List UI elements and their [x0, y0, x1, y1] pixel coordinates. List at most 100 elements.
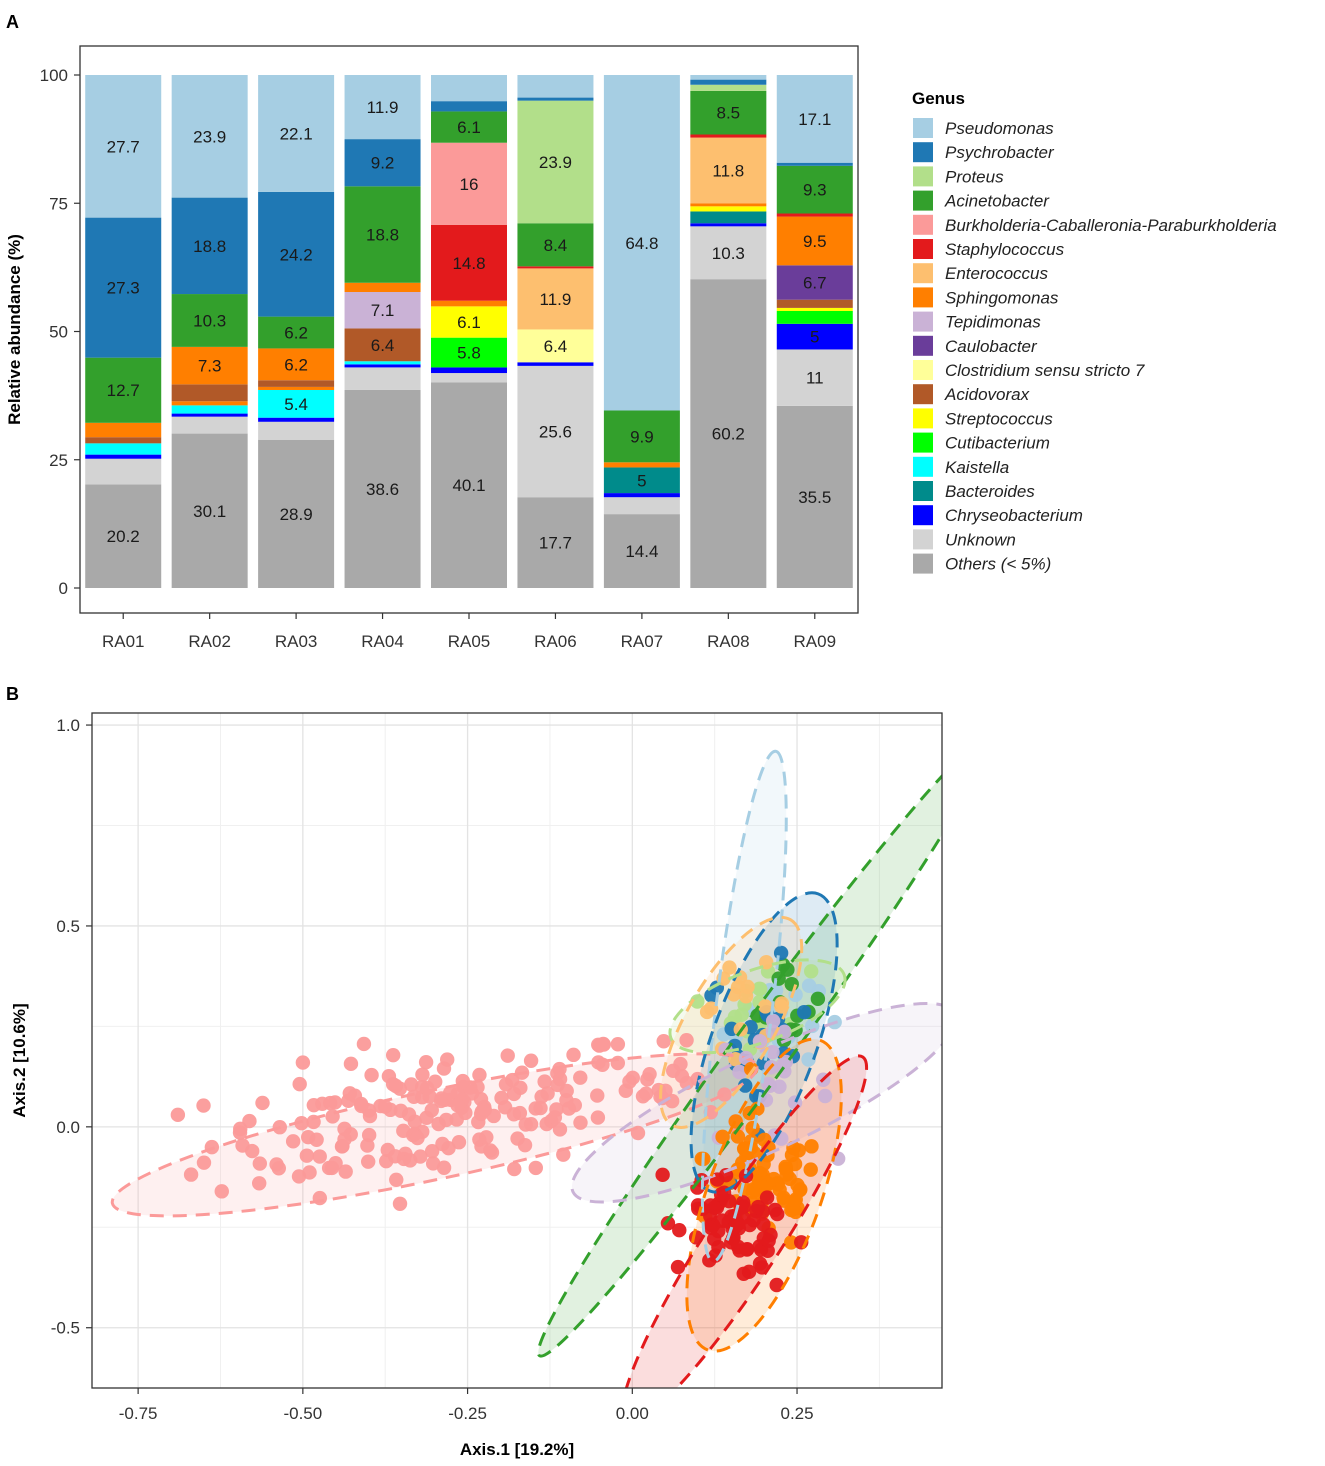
panel-b-frame: [91, 712, 943, 1389]
y-tick-label: -0.5: [51, 1319, 80, 1338]
sample-point: [745, 1120, 760, 1136]
y-tick-label: 0.5: [56, 917, 80, 936]
sample-point: [759, 1190, 775, 1205]
sample-point: [252, 1156, 268, 1171]
bar-segment-ra02: [171, 346, 248, 385]
sample-point: [435, 1136, 450, 1152]
sample-point: [506, 1107, 522, 1122]
sample-point: [737, 1141, 752, 1156]
bar-segment-ra09: [776, 75, 853, 163]
sample-point: [776, 1190, 791, 1205]
segment-value-label: 10.3: [193, 311, 226, 330]
segment-value-label: 8.4: [544, 236, 568, 255]
segment-value-label: 18.8: [193, 237, 226, 256]
sample-point: [783, 1235, 799, 1250]
sample-point: [338, 1164, 353, 1179]
x-tick-label-ra03: RA03: [275, 632, 318, 651]
bar-segment-ra08: [690, 137, 767, 204]
bar-segment-ra09: [776, 307, 853, 311]
segment-value-label: 6.2: [284, 355, 308, 374]
bar-segment-ra05: [431, 101, 507, 112]
sample-point: [337, 1121, 352, 1137]
sample-point: [656, 1034, 671, 1049]
bar-segment-ra04: [344, 389, 421, 588]
bar-segment-ra08: [690, 211, 767, 224]
sample-point: [722, 960, 737, 975]
bar-segment-ra01: [85, 437, 162, 444]
segment-value-label: 5: [810, 328, 819, 347]
y-tick-label: 75: [49, 194, 68, 213]
sample-point: [738, 1078, 753, 1093]
panel-b-label: B: [6, 684, 19, 704]
segment-value-label: 25.6: [539, 423, 572, 442]
bar-segment-ra09: [776, 162, 853, 166]
bar-segment-ra03: [258, 75, 335, 192]
sample-point: [756, 1217, 771, 1232]
segment-value-label: 11: [806, 369, 824, 388]
bar-segment-ra02: [171, 75, 248, 198]
segment-value-label: 17.1: [798, 110, 831, 129]
confidence-ellipse: [536, 735, 942, 1358]
sample-point: [573, 1070, 588, 1085]
sample-point: [255, 1095, 270, 1111]
segment-value-label: 5: [637, 471, 646, 490]
sample-point: [773, 945, 789, 961]
legend-title: Genus: [912, 89, 965, 108]
bar-segment-ra05: [431, 306, 507, 338]
bar-segment-ra03: [258, 386, 335, 390]
legend-swatch: [913, 214, 933, 235]
segment-value-label: 11.8: [712, 161, 744, 180]
bar-segment-ra08: [690, 206, 767, 212]
legend-label: Clostridium sensu stricto 7: [945, 361, 1145, 380]
bar-segment-ra08: [690, 84, 767, 91]
legend-label: Psychrobacter: [945, 143, 1055, 162]
sample-point: [424, 1103, 439, 1118]
bar-segment-ra06: [517, 100, 594, 224]
x-tick-label-ra08: RA08: [707, 632, 750, 651]
sample-point: [758, 999, 773, 1014]
sample-point: [782, 1171, 797, 1186]
bar-segment-ra07: [603, 467, 680, 494]
x-tick-label-ra02: RA02: [188, 632, 231, 651]
bar-segment-ra06: [517, 497, 594, 588]
confidence-ellipse: [685, 1037, 843, 1353]
sample-point: [472, 1067, 487, 1083]
sample-point: [610, 1037, 626, 1052]
sample-point: [324, 1160, 340, 1176]
sample-point: [665, 1063, 681, 1078]
sample-point: [315, 1096, 330, 1112]
segment-value-label: 9.3: [803, 181, 827, 200]
sample-point: [660, 1216, 676, 1231]
sample-point: [761, 1233, 776, 1248]
legend-swatch: [913, 142, 933, 163]
bar-segment-ra03: [258, 439, 335, 588]
legend-swatch: [913, 553, 933, 574]
sample-point: [436, 1061, 452, 1076]
bar-segment-ra06: [517, 97, 594, 101]
legend-swatch: [913, 456, 933, 477]
segment-value-label: 27.3: [107, 279, 140, 298]
legend-label: Acinetobacter: [944, 192, 1050, 211]
bar-segment-ra01: [85, 75, 162, 218]
x-tick-label: -0.25: [448, 1404, 487, 1423]
legend-label: Chryseobacterium: [945, 506, 1083, 525]
sample-point: [651, 1082, 666, 1098]
sample-point: [787, 1194, 802, 1209]
bar-segment-ra05: [431, 300, 507, 307]
bar-segment-ra05: [431, 382, 507, 588]
segment-value-label: 18.8: [366, 226, 399, 245]
sample-point: [566, 1047, 581, 1063]
bar-segment-ra09: [776, 310, 853, 324]
bar-segment-ra02: [171, 294, 248, 347]
sample-point: [170, 1107, 186, 1123]
segment-value-label: 9.5: [803, 232, 827, 251]
segment-value-label: 6.4: [371, 336, 395, 355]
x-tick-label: -0.75: [119, 1404, 158, 1423]
x-tick-label-ra01: RA01: [102, 632, 145, 651]
confidence-ellipse: [700, 749, 788, 1263]
legend-label: Others (< 5%): [945, 555, 1051, 574]
x-tick-label-ra04: RA04: [361, 632, 404, 651]
sample-point: [713, 1187, 729, 1202]
sample-point: [477, 1102, 492, 1118]
sample-point: [715, 1129, 730, 1145]
